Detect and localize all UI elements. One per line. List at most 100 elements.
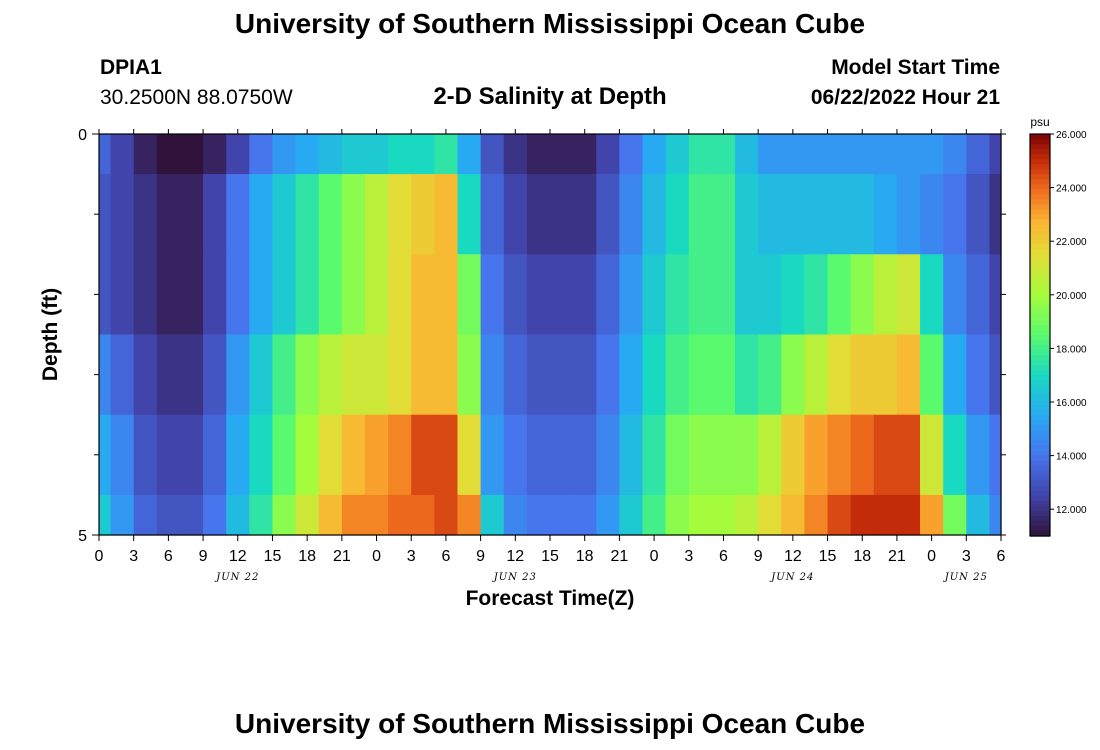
heatmap-cell bbox=[804, 334, 829, 416]
x-tick-label: 3 bbox=[684, 548, 693, 565]
heatmap-cell bbox=[99, 174, 112, 255]
heatmap-cell bbox=[226, 334, 250, 416]
colorbar-band bbox=[1030, 194, 1050, 200]
heatmap-cell bbox=[758, 494, 782, 536]
heatmap-cell bbox=[642, 174, 667, 255]
heatmap-cell bbox=[434, 334, 459, 416]
colorbar-tick-label: 12.000 bbox=[1056, 505, 1087, 516]
heatmap-cell bbox=[758, 414, 782, 496]
heatmap-cell bbox=[156, 174, 181, 255]
colorbar-band bbox=[1030, 269, 1050, 276]
colorbar-band bbox=[1030, 435, 1050, 442]
heatmap-cell bbox=[110, 254, 135, 336]
colorbar-band bbox=[1030, 174, 1050, 180]
footer-title: University of Southern Mississippi Ocean… bbox=[234, 708, 866, 739]
station-coordinates: 30.2500N 88.0750W bbox=[100, 86, 293, 109]
heatmap-cell bbox=[943, 414, 967, 496]
page-title: University of Southern Mississippi Ocean… bbox=[234, 8, 866, 39]
colorbar-band bbox=[1030, 525, 1050, 532]
heatmap-cell bbox=[203, 494, 227, 536]
colorbar-band bbox=[1030, 460, 1050, 467]
heatmap-cell bbox=[966, 494, 991, 536]
heatmap-cell bbox=[295, 334, 320, 416]
heatmap-cell bbox=[364, 134, 389, 175]
x-tick-label: 21 bbox=[888, 548, 906, 565]
y-axis: 05 bbox=[78, 127, 1006, 545]
x-tick-label: 6 bbox=[719, 548, 728, 565]
heatmap-cell bbox=[341, 134, 366, 175]
heatmap-cell bbox=[179, 174, 204, 255]
colorbar-tick-label: 26.000 bbox=[1056, 130, 1087, 141]
heatmap-cell bbox=[966, 134, 991, 175]
heatmap-cell bbox=[388, 174, 412, 255]
heatmap-cell bbox=[272, 494, 297, 536]
heatmap-cell bbox=[989, 494, 1002, 536]
heatmap-cell bbox=[665, 494, 690, 536]
heatmap-cell bbox=[735, 414, 759, 496]
heatmap-cell bbox=[295, 174, 320, 255]
heatmap-cell bbox=[110, 334, 135, 416]
x-tick-label: 0 bbox=[650, 548, 659, 565]
heatmap-cell bbox=[850, 494, 875, 536]
heatmap-cell bbox=[920, 494, 944, 536]
colorbar-band bbox=[1030, 365, 1050, 371]
heatmap-cell bbox=[388, 134, 412, 175]
heatmap-cell bbox=[133, 254, 158, 336]
heatmap-cell bbox=[364, 334, 389, 416]
heatmap-cell bbox=[781, 334, 806, 416]
heatmap-cell bbox=[966, 334, 991, 416]
heatmap-cell bbox=[665, 134, 690, 175]
heatmap-cell bbox=[133, 414, 158, 496]
colorbar-band bbox=[1030, 184, 1050, 190]
colorbar-band bbox=[1030, 370, 1050, 376]
colorbar-band bbox=[1030, 495, 1050, 502]
heatmap-cell bbox=[596, 414, 620, 496]
heatmap-cell bbox=[503, 254, 528, 336]
colorbar-band bbox=[1030, 385, 1050, 391]
heatmap-cell bbox=[249, 254, 274, 336]
heatmap-cell bbox=[272, 414, 297, 496]
x-date-label: JUN 25 bbox=[943, 572, 988, 583]
x-tick-label: 15 bbox=[541, 548, 559, 565]
heatmap-cell bbox=[665, 174, 690, 255]
heatmap-cell bbox=[318, 414, 343, 496]
colorbar-band bbox=[1030, 229, 1050, 236]
x-tick-label: 9 bbox=[476, 548, 485, 565]
heatmap-cell bbox=[943, 334, 967, 416]
heatmap-cell bbox=[295, 494, 320, 536]
heatmap-cell bbox=[318, 134, 343, 175]
heatmap-cell bbox=[133, 134, 158, 175]
heatmap-cell bbox=[989, 414, 1002, 496]
heatmap-cell bbox=[526, 174, 551, 255]
heatmap-cell bbox=[110, 414, 135, 496]
heatmap-cell bbox=[480, 494, 505, 536]
heatmap-cell bbox=[573, 134, 597, 175]
heatmap-cell bbox=[110, 494, 135, 536]
heatmap-cell bbox=[133, 174, 158, 255]
x-tick-label: 12 bbox=[506, 548, 524, 565]
heatmap-cell bbox=[434, 254, 459, 336]
heatmap-cell bbox=[804, 494, 829, 536]
colorbar-band bbox=[1030, 470, 1050, 477]
colorbar-band bbox=[1030, 309, 1050, 316]
heatmap-cell bbox=[920, 174, 944, 255]
heatmap-cell bbox=[711, 254, 736, 336]
x-tick-label: 3 bbox=[129, 548, 138, 565]
colorbar-band bbox=[1030, 335, 1050, 341]
colorbar-band bbox=[1030, 485, 1050, 492]
heatmap-cell bbox=[804, 254, 829, 336]
heatmap-cell bbox=[989, 134, 1002, 175]
heatmap-cell bbox=[711, 134, 736, 175]
heatmap-cell bbox=[99, 254, 112, 336]
colorbar-band bbox=[1030, 345, 1050, 351]
heatmap-cell bbox=[781, 414, 806, 496]
heatmap-cell bbox=[896, 494, 921, 536]
heatmap-cell bbox=[503, 334, 528, 416]
heatmap-cell bbox=[203, 254, 227, 336]
heatmap-cell bbox=[619, 134, 644, 175]
heatmap-cell bbox=[827, 134, 852, 175]
heatmap-cell bbox=[272, 254, 297, 336]
heatmap-cell bbox=[457, 174, 482, 255]
heatmap-cell bbox=[896, 134, 921, 175]
colorbar-tick-label: 16.000 bbox=[1056, 398, 1087, 409]
